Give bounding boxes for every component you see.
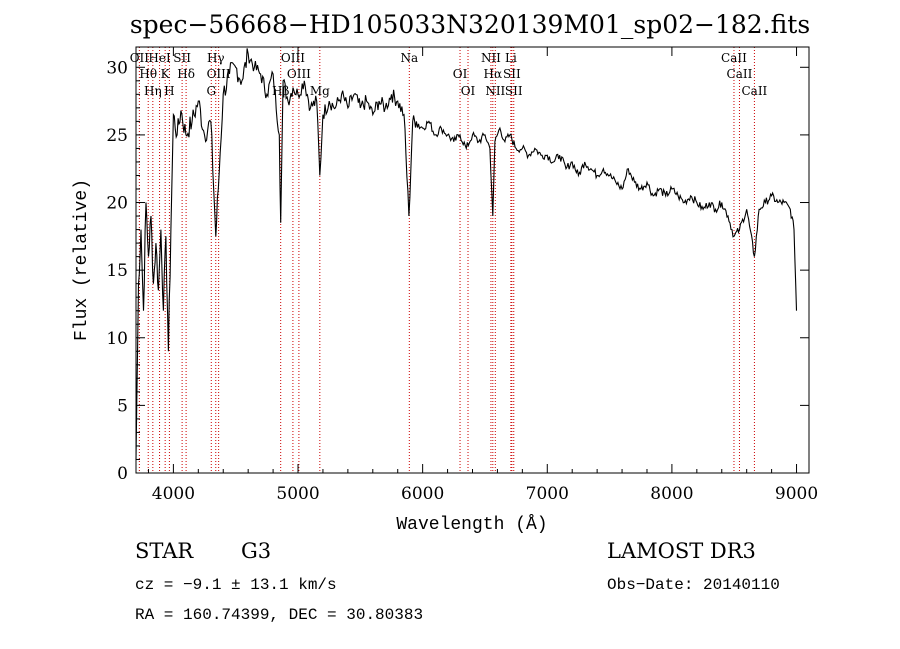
object-subclass: G3 — [241, 539, 271, 563]
x-axis-ticks: 4000 5000 6000 7000 8000 9000 — [147, 47, 818, 504]
x-tick-label: 5000 — [276, 484, 319, 504]
line-marker-label: Mg — [310, 84, 330, 98]
redshift-cz: cz = −9.1 ± 13.1 km/s — [135, 576, 337, 594]
line-marker-label: CaII — [727, 67, 753, 81]
object-class: STAR — [135, 539, 194, 563]
line-marker-label: Na — [400, 51, 418, 65]
y-tick-label: 5 — [117, 396, 128, 416]
x-tick-label: 6000 — [401, 484, 444, 504]
line-marker-label: SII — [505, 84, 523, 98]
line-marker-label: NII — [485, 84, 505, 98]
line-marker-label: OI — [453, 67, 468, 81]
chart-title: spec−56668−HD105033N320139M01_sp02−182.f… — [130, 10, 810, 39]
x-tick-label: 7000 — [526, 484, 569, 504]
line-marker-label: Hθ — [139, 67, 157, 81]
line-marker-label: K — [161, 67, 171, 81]
y-tick-label: 0 — [117, 464, 128, 484]
x-axis-label: Wavelength (Å) — [396, 514, 547, 535]
ra-dec: RA = 160.74399, DEC = 30.80383 — [135, 606, 423, 624]
y-tick-label: 30 — [106, 58, 128, 78]
emission-line-labels: OII Hθ Hη HeI KH SII Hδ G Hγ OIII Hβ OIII OIII Mg Na OI… — [130, 51, 768, 98]
survey-name: LAMOST DR3 — [607, 539, 756, 563]
line-marker-label: G — [206, 84, 216, 98]
line-marker-label: CaII — [721, 51, 747, 65]
line-marker-label: Hδ — [177, 67, 195, 81]
line-marker-label: H — [164, 84, 174, 98]
x-tick-label: 9000 — [775, 484, 818, 504]
y-tick-label: 15 — [106, 261, 128, 281]
line-marker-label: OI — [461, 84, 476, 98]
plot-frame — [135, 46, 810, 474]
line-marker-label: SII — [173, 51, 191, 65]
x-tick-label: 8000 — [650, 484, 693, 504]
y-tick-label: 10 — [106, 329, 128, 349]
line-marker-label: Hγ — [207, 51, 225, 65]
y-tick-label: 25 — [106, 126, 128, 146]
y-axis-ticks: 0 5 10 15 20 25 30 — [106, 53, 809, 484]
line-marker-label: CaII — [741, 84, 767, 98]
y-tick-label: 20 — [106, 194, 128, 214]
line-marker-label: SII — [503, 67, 521, 81]
line-marker-label: Hβ — [272, 84, 289, 98]
line-marker-label: OIII — [281, 51, 305, 65]
line-marker-label: Hη — [144, 84, 162, 98]
line-marker-label: NII — [481, 51, 501, 65]
obs-date: Obs−Date: 20140110 — [607, 576, 780, 594]
emission-line-markers — [138, 47, 755, 473]
y-axis-label: Flux (relative) — [72, 179, 92, 341]
x-tick-label: 4000 — [152, 484, 195, 504]
line-marker-label: Hα — [484, 67, 503, 81]
line-marker-label: Li — [505, 51, 517, 65]
line-marker-label: OII — [130, 51, 150, 65]
line-marker-label: HeI — [148, 51, 171, 65]
spectrum-line — [135, 48, 798, 460]
line-marker-label: OIII — [207, 67, 231, 81]
line-marker-label: OIII — [287, 67, 311, 81]
